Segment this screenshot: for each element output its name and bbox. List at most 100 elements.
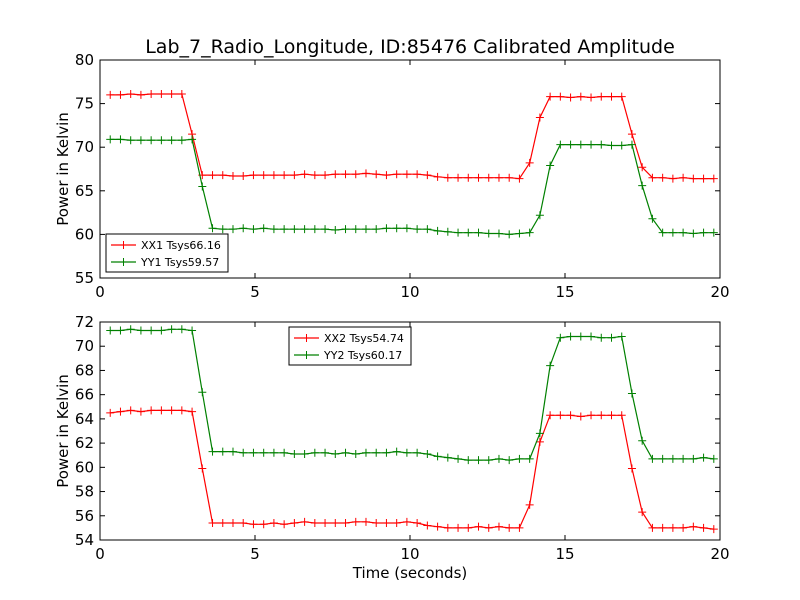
series-line-2 bbox=[110, 328, 714, 461]
y-tick-label: 65 bbox=[75, 182, 94, 200]
series-line-1 bbox=[110, 409, 714, 530]
data-point bbox=[505, 523, 514, 532]
data-point bbox=[484, 456, 493, 465]
legend-label: XX2 Tsys54.74 bbox=[324, 332, 404, 345]
data-point bbox=[392, 519, 401, 528]
legend: XX1 Tsys66.16 YY1 Tsys59.57 bbox=[105, 233, 229, 273]
data-point bbox=[300, 450, 309, 459]
data-point bbox=[280, 448, 289, 457]
data-point bbox=[116, 135, 125, 144]
data-point bbox=[464, 173, 473, 182]
data-point bbox=[464, 523, 473, 532]
data-point bbox=[505, 456, 514, 465]
data-point bbox=[546, 161, 555, 170]
data-point bbox=[147, 136, 156, 145]
data-point bbox=[423, 171, 432, 180]
data-point bbox=[587, 140, 596, 149]
data-point bbox=[638, 181, 647, 190]
data-point bbox=[587, 411, 596, 420]
y-tick-label: 66 bbox=[75, 386, 94, 404]
legend-marker bbox=[119, 258, 128, 266]
data-point bbox=[372, 225, 381, 234]
data-point bbox=[699, 174, 708, 183]
x-tick-label: 15 bbox=[555, 545, 574, 563]
data-point bbox=[689, 229, 698, 238]
data-point bbox=[443, 227, 452, 236]
data-point bbox=[546, 361, 555, 370]
data-point bbox=[515, 523, 524, 532]
data-point bbox=[157, 406, 166, 415]
data-point bbox=[198, 464, 207, 473]
data-point bbox=[228, 519, 237, 528]
data-point bbox=[321, 171, 330, 180]
data-point bbox=[402, 517, 411, 526]
data-point bbox=[126, 136, 135, 145]
y-tick-label: 60 bbox=[75, 225, 94, 243]
y-tick-label: 80 bbox=[75, 51, 94, 69]
data-point bbox=[658, 454, 667, 463]
x-axis-label: Time (seconds) bbox=[352, 564, 468, 582]
data-point bbox=[188, 326, 197, 335]
data-point bbox=[218, 225, 227, 234]
data-point bbox=[597, 333, 606, 342]
data-point bbox=[249, 225, 258, 234]
data-point bbox=[321, 448, 330, 457]
subplot-bottom: Power in Kelvin Time (seconds) 0 5 10 15 20 5… bbox=[54, 313, 730, 582]
data-point bbox=[423, 521, 432, 530]
data-point bbox=[392, 170, 401, 179]
data-point bbox=[136, 326, 145, 335]
data-point bbox=[597, 140, 606, 149]
subplot-top: Power in Kelvin 0 5 10 15 20 55 60 65 70 75 80 XX1 … bbox=[54, 51, 730, 301]
data-point bbox=[689, 454, 698, 463]
data-point bbox=[638, 508, 647, 517]
data-point bbox=[597, 411, 606, 420]
data-point bbox=[627, 464, 636, 473]
data-point bbox=[689, 174, 698, 183]
data-point bbox=[668, 454, 677, 463]
y-tick-label: 64 bbox=[75, 410, 94, 428]
legend-label: YY1 Tsys59.57 bbox=[140, 256, 219, 269]
legend-marker bbox=[302, 351, 311, 359]
data-point bbox=[290, 171, 299, 180]
data-point bbox=[136, 90, 145, 99]
data-point bbox=[546, 92, 555, 101]
data-point bbox=[576, 412, 585, 421]
data-point bbox=[402, 224, 411, 233]
data-point bbox=[177, 90, 186, 99]
data-point bbox=[474, 456, 483, 465]
data-point bbox=[331, 450, 340, 459]
series-line-1 bbox=[110, 93, 714, 180]
data-point bbox=[413, 519, 422, 528]
data-point bbox=[106, 90, 115, 99]
y-tick-label: 72 bbox=[75, 313, 94, 331]
data-point bbox=[454, 228, 463, 237]
y-axis-label: Power in Kelvin bbox=[54, 374, 72, 488]
data-point bbox=[310, 519, 319, 528]
data-point bbox=[505, 173, 514, 182]
data-point bbox=[433, 172, 442, 181]
data-point bbox=[679, 228, 688, 237]
data-point bbox=[484, 523, 493, 532]
data-point bbox=[259, 448, 268, 457]
data-point bbox=[167, 406, 176, 415]
data-point bbox=[443, 173, 452, 182]
data-point bbox=[259, 224, 268, 233]
data-point bbox=[321, 225, 330, 234]
x-tick-label: 5 bbox=[250, 545, 260, 563]
data-point bbox=[228, 447, 237, 456]
data-point bbox=[259, 171, 268, 180]
data-point bbox=[208, 171, 217, 180]
y-tick-label: 68 bbox=[75, 361, 94, 379]
data-point bbox=[689, 522, 698, 531]
data-point bbox=[454, 454, 463, 463]
data-point bbox=[679, 454, 688, 463]
data-point bbox=[494, 522, 503, 531]
data-point bbox=[535, 429, 544, 438]
y-tick-label: 75 bbox=[75, 95, 94, 113]
x-tick-label: 20 bbox=[710, 283, 729, 301]
data-point bbox=[208, 519, 217, 528]
data-point bbox=[188, 407, 197, 416]
data-point bbox=[361, 448, 370, 457]
data-point bbox=[474, 173, 483, 182]
